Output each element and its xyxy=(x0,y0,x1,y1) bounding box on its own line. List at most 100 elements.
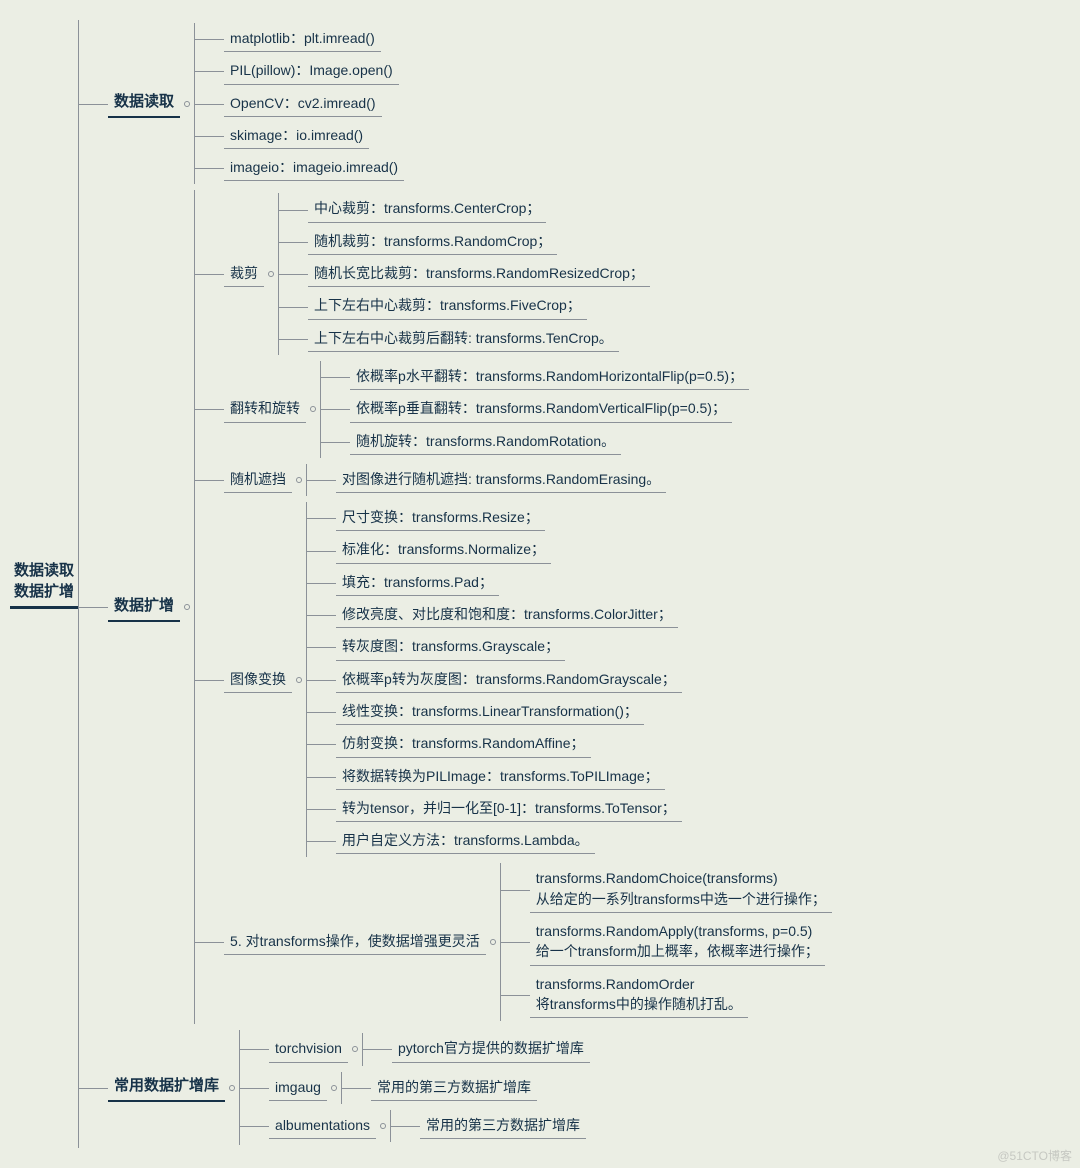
children-list: matplotlib：plt.imread() PIL(pillow)：Image… xyxy=(194,23,404,184)
tree-node: 用户自定义方法：transforms.Lambda。 xyxy=(336,828,682,854)
expand-dot-icon xyxy=(184,101,190,107)
tree-node: 转为tensor，并归一化至[0-1]：transforms.ToTensor； xyxy=(336,796,682,822)
node-label: 常用的第三方数据扩增库 xyxy=(371,1075,537,1101)
tree-node: PIL(pillow)：Image.open() xyxy=(224,58,404,84)
expand-dot-icon xyxy=(229,1085,235,1091)
watermark: @51CTO博客 xyxy=(997,1147,1072,1164)
node-label: 修改亮度、对比度和饱和度：transforms.ColorJitter； xyxy=(336,602,678,628)
tree-node: 上下左右中心裁剪：transforms.FiveCrop； xyxy=(308,293,650,319)
tree-node: 随机遮挡 对图像进行随机遮挡: transforms.RandomErasing。 xyxy=(224,464,832,496)
expand-dot-icon xyxy=(296,677,302,683)
children-list: 对图像进行随机遮挡: transforms.RandomErasing。 xyxy=(306,464,666,496)
node-label: imgaug xyxy=(269,1075,327,1101)
node-label: 5. 对transforms操作，使数据增强更灵活 xyxy=(224,929,486,955)
children-list: torchvision pytorch官方提供的数据扩增库 imgaug 常用的第三方… xyxy=(239,1030,590,1145)
node-label: 中心裁剪：transforms.CenterCrop； xyxy=(308,196,546,222)
node-label: 常用数据扩增库 xyxy=(108,1073,225,1102)
node-label: 对图像进行随机遮挡: transforms.RandomErasing。 xyxy=(336,467,666,493)
node-label: 翻转和旋转 xyxy=(224,396,306,422)
node-label: PIL(pillow)：Image.open() xyxy=(224,58,399,84)
expand-dot-icon xyxy=(331,1085,337,1091)
tree-node: 上下左右中心裁剪后翻转: transforms.TenCrop。 xyxy=(308,326,650,352)
tree-node: 翻转和旋转 依概率p水平翻转：transforms.RandomHorizonta… xyxy=(224,361,832,458)
tree-node: 转灰度图：transforms.Grayscale； xyxy=(336,634,682,660)
tree-node: torchvision pytorch官方提供的数据扩增库 xyxy=(269,1033,590,1065)
tree-node: 标准化：transforms.Normalize； xyxy=(336,537,682,563)
node-label: 仿射变换：transforms.RandomAffine； xyxy=(336,731,590,757)
tree-node: 对图像进行随机遮挡: transforms.RandomErasing。 xyxy=(336,467,666,493)
node-label: 上下左右中心裁剪：transforms.FiveCrop； xyxy=(308,293,587,319)
node-label: skimage：io.imread() xyxy=(224,123,369,149)
tree-node: imageio：imageio.imread() xyxy=(224,155,404,181)
node-label: OpenCV：cv2.imread() xyxy=(224,91,382,117)
node-label: 线性变换：transforms.LinearTransformation()； xyxy=(336,699,644,725)
mindmap-root-container: 数据读取 数据扩增 数据读取 matplotlib：plt.imread() PIL… xyxy=(10,20,1070,1148)
node-label: 依概率p水平翻转：transforms.RandomHorizontalFlip… xyxy=(350,364,749,390)
node-label: 随机遮挡 xyxy=(224,467,292,493)
tree-node: 将数据转换为PILImage：transforms.ToPILImage； xyxy=(336,764,682,790)
tree-node: 依概率p转为灰度图：transforms.RandomGrayscale； xyxy=(336,667,682,693)
node-label: 随机裁剪：transforms.RandomCrop； xyxy=(308,229,557,255)
tree-node: 5. 对transforms操作，使数据增强更灵活 transforms.Rand… xyxy=(224,863,832,1021)
tree-node: imgaug 常用的第三方数据扩增库 xyxy=(269,1072,590,1104)
tree-node: 数据读取 matplotlib：plt.imread() PIL(pillow)：I… xyxy=(108,23,832,184)
tree-node: 线性变换：transforms.LinearTransformation()； xyxy=(336,699,682,725)
node-label: 常用的第三方数据扩增库 xyxy=(420,1113,586,1139)
tree-node: 常用的第三方数据扩增库 xyxy=(371,1075,537,1101)
node-label: 数据读取 xyxy=(108,89,180,118)
tree-node: 常用数据扩增库 torchvision pytorch官方提供的数据扩增库 imgau… xyxy=(108,1030,832,1145)
node-label: pytorch官方提供的数据扩增库 xyxy=(392,1036,590,1062)
tree-node: 随机旋转：transforms.RandomRotation。 xyxy=(350,429,749,455)
tree-node: pytorch官方提供的数据扩增库 xyxy=(392,1036,590,1062)
children-list: pytorch官方提供的数据扩增库 xyxy=(362,1033,590,1065)
tree-node: 数据扩增 裁剪 中心裁剪：transforms.CenterCrop； 随机裁剪：tr… xyxy=(108,190,832,1024)
tree-node: 填充：transforms.Pad； xyxy=(336,570,682,596)
node-label: transforms.RandomChoice(transforms)从给定的一… xyxy=(530,866,832,913)
node-label: 依概率p垂直翻转：transforms.RandomVerticalFlip(p… xyxy=(350,396,732,422)
tree-node: 依概率p水平翻转：transforms.RandomHorizontalFlip… xyxy=(350,364,749,390)
node-label: 转为tensor，并归一化至[0-1]：transforms.ToTensor； xyxy=(336,796,682,822)
node-label: 尺寸变换：transforms.Resize； xyxy=(336,505,545,531)
tree-node: 中心裁剪：transforms.CenterCrop； xyxy=(308,196,650,222)
children-list: 常用的第三方数据扩增库 xyxy=(341,1072,537,1104)
node-label: 用户自定义方法：transforms.Lambda。 xyxy=(336,828,595,854)
children-list: 尺寸变换：transforms.Resize； 标准化：transforms.No… xyxy=(306,502,682,857)
node-label: matplotlib：plt.imread() xyxy=(224,26,381,52)
tree-node: albumentations常用的第三方数据扩增库 xyxy=(269,1110,590,1142)
expand-dot-icon xyxy=(268,271,274,277)
tree-node: 仿射变换：transforms.RandomAffine； xyxy=(336,731,682,757)
tree-node: 图像变换 尺寸变换：transforms.Resize； 标准化：transform… xyxy=(224,502,832,857)
node-label: 转灰度图：transforms.Grayscale； xyxy=(336,634,565,660)
node-label: transforms.RandomOrder将transforms中的操作随机打… xyxy=(530,972,748,1019)
root-node: 数据读取 数据扩增 xyxy=(10,560,78,609)
children-list: transforms.RandomChoice(transforms)从给定的一… xyxy=(500,863,832,1021)
node-label: 将数据转换为PILImage：transforms.ToPILImage； xyxy=(336,764,665,790)
children-list: 依概率p水平翻转：transforms.RandomHorizontalFlip… xyxy=(320,361,749,458)
tree-node: OpenCV：cv2.imread() xyxy=(224,91,404,117)
tree-node: 尺寸变换：transforms.Resize； xyxy=(336,505,682,531)
node-label: 数据扩增 xyxy=(108,593,180,622)
node-label: torchvision xyxy=(269,1036,348,1062)
expand-dot-icon xyxy=(310,406,316,412)
node-label: 图像变换 xyxy=(224,667,292,693)
node-label: 填充：transforms.Pad； xyxy=(336,570,499,596)
tree-node: skimage：io.imread() xyxy=(224,123,404,149)
tree-node: 随机长宽比裁剪：transforms.RandomResizedCrop； xyxy=(308,261,650,287)
root-children: 数据读取 matplotlib：plt.imread() PIL(pillow)：I… xyxy=(78,20,832,1148)
expand-dot-icon xyxy=(352,1046,358,1052)
expand-dot-icon xyxy=(490,939,496,945)
children-list: 裁剪 中心裁剪：transforms.CenterCrop； 随机裁剪：transf… xyxy=(194,190,832,1024)
node-label: 裁剪 xyxy=(224,261,264,287)
tree-node: transforms.RandomOrder将transforms中的操作随机打… xyxy=(530,972,832,1019)
node-label: 随机旋转：transforms.RandomRotation。 xyxy=(350,429,621,455)
node-label: 标准化：transforms.Normalize； xyxy=(336,537,551,563)
node-label: 依概率p转为灰度图：transforms.RandomGrayscale； xyxy=(336,667,682,693)
node-label: transforms.RandomApply(transforms, p=0.5… xyxy=(530,919,825,966)
tree-node: 修改亮度、对比度和饱和度：transforms.ColorJitter； xyxy=(336,602,682,628)
node-label: 上下左右中心裁剪后翻转: transforms.TenCrop。 xyxy=(308,326,619,352)
tree-node: 依概率p垂直翻转：transforms.RandomVerticalFlip(p… xyxy=(350,396,749,422)
children-list: 中心裁剪：transforms.CenterCrop； 随机裁剪：transfor… xyxy=(278,193,650,354)
tree-node: 常用的第三方数据扩增库 xyxy=(420,1113,586,1139)
tree-node: 随机裁剪：transforms.RandomCrop； xyxy=(308,229,650,255)
expand-dot-icon xyxy=(184,604,190,610)
